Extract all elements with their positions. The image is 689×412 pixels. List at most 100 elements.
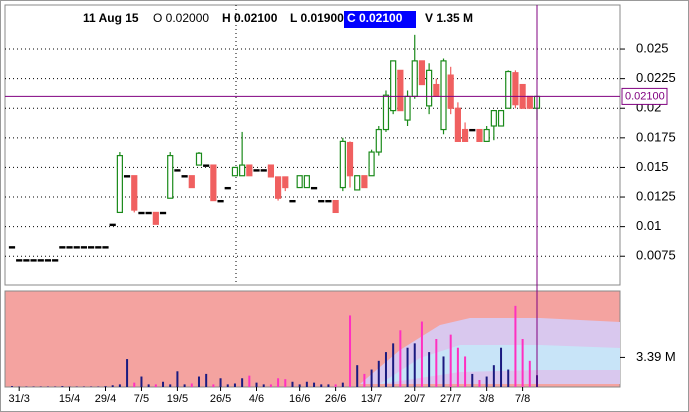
header-close: C 0.02100 <box>347 11 403 25</box>
candle-body <box>397 69 404 112</box>
candle-body <box>174 169 181 172</box>
volume-bar <box>126 359 129 387</box>
candle-body <box>418 60 426 86</box>
volume-bar <box>212 384 215 387</box>
volume-bar <box>169 384 172 387</box>
volume-bar <box>104 386 107 387</box>
y-tick-label: 0.0125 <box>636 188 676 203</box>
candle-body <box>461 128 469 142</box>
candle-body <box>332 199 339 214</box>
candle-body <box>217 199 224 203</box>
price-panel <box>4 4 621 286</box>
volume-bar <box>190 383 193 387</box>
candle-body <box>44 259 52 262</box>
candle-body <box>109 223 116 227</box>
volume-bar <box>241 378 244 387</box>
candle-body <box>253 169 260 172</box>
candle-body <box>181 175 188 178</box>
candle-body <box>476 128 483 142</box>
volume-bar <box>61 386 64 387</box>
close-highlight <box>344 11 416 28</box>
volume-bar <box>377 360 380 387</box>
candle-body <box>138 211 145 215</box>
header-date: 11 Aug 15 <box>83 11 139 25</box>
volume-bar <box>327 384 330 387</box>
volume-bar <box>449 334 452 387</box>
volume-bar <box>111 385 114 387</box>
volume-bar <box>262 384 265 387</box>
volume-bar <box>284 379 287 387</box>
candle-body <box>447 74 454 109</box>
volume-bar <box>305 381 308 387</box>
candle-body <box>224 186 231 190</box>
candle-body <box>469 128 476 132</box>
volume-bar <box>370 369 373 387</box>
candle-body <box>123 175 131 178</box>
volume-bar <box>485 376 488 387</box>
x-tick-label: 15/4 <box>59 393 80 405</box>
candle-body <box>483 128 490 142</box>
candle-body <box>282 176 289 189</box>
candle-body <box>368 151 375 177</box>
x-tick-label: 26/6 <box>325 393 346 405</box>
candle-body <box>382 94 390 131</box>
volume-bar <box>420 321 423 387</box>
candle-body <box>239 164 246 177</box>
volume-band-inner <box>380 345 620 384</box>
candle-body <box>318 199 325 203</box>
candle-body <box>30 259 37 262</box>
x-tick-label: 16/6 <box>289 393 310 405</box>
volume-bar <box>428 352 431 387</box>
volume-bar <box>183 384 186 387</box>
x-tick-label: 26/5 <box>210 393 231 405</box>
volume-bar <box>528 360 531 387</box>
candle-body <box>246 164 253 177</box>
volume-bar <box>435 339 438 387</box>
candle-body <box>267 164 275 178</box>
header-low: L 0.01900 <box>290 11 344 25</box>
candle-body <box>454 107 461 142</box>
candle-body <box>296 175 303 189</box>
volume-bar <box>255 382 258 387</box>
candle-body <box>66 246 73 249</box>
candle-body <box>497 110 505 127</box>
candle-body <box>325 199 332 203</box>
volume-bar <box>277 378 280 387</box>
volume-bar <box>219 378 222 387</box>
x-tick-label: 19/5 <box>167 393 188 405</box>
y-tick-label: 0.0225 <box>636 70 676 85</box>
candle-body <box>490 110 497 127</box>
volume-bar <box>341 382 344 387</box>
candle-body <box>231 166 239 177</box>
header: 11 Aug 15 O 0.02000 H 0.02100 L 0.01900 … <box>83 11 473 28</box>
candle-body <box>346 141 354 177</box>
header-high: H 0.02100 <box>222 11 278 25</box>
candle-body <box>80 246 88 249</box>
y-tick-label: 0.0175 <box>636 129 676 144</box>
candle-body <box>361 175 368 189</box>
candle-body <box>188 175 195 189</box>
volume-bar <box>521 339 524 387</box>
volume-bar <box>384 352 387 387</box>
candle-body <box>354 175 361 191</box>
cursor-label: 0.02100 <box>625 90 665 102</box>
volume-bar <box>464 356 467 387</box>
candle-body <box>289 199 296 203</box>
y-tick-label: 0.01 <box>636 218 661 233</box>
volume-bar <box>269 384 272 387</box>
candle-body <box>512 72 519 106</box>
candle-body <box>303 175 310 189</box>
volume-bar <box>334 384 337 387</box>
volume-bar <box>147 384 150 387</box>
volume-bar <box>118 384 121 387</box>
volume-bar <box>500 347 503 387</box>
candle-body <box>339 140 346 189</box>
volume-bar <box>363 373 366 387</box>
candle-body <box>102 246 109 249</box>
x-tick-label: 13/7 <box>361 393 382 405</box>
x-tick-label: 29/4 <box>95 393 116 405</box>
volume-bar <box>248 375 251 387</box>
candle-body <box>159 211 167 215</box>
volume-bar <box>456 347 459 387</box>
candle-body <box>23 259 30 262</box>
